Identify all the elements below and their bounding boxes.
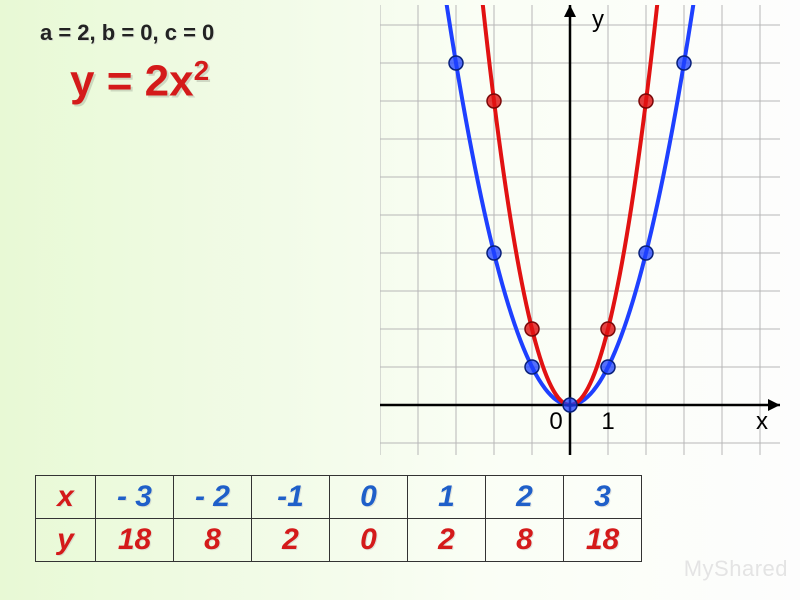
table-y-cell: 2 bbox=[408, 519, 486, 562]
table-x-cell: 0 bbox=[330, 476, 408, 519]
parameters-text: a = 2, b = 0, c = 0 bbox=[40, 20, 214, 46]
table-x-header: x bbox=[36, 476, 96, 519]
table-x-cell: -1 bbox=[252, 476, 330, 519]
table-y-cell: 18 bbox=[564, 519, 642, 562]
table-x-cell: - 2 bbox=[174, 476, 252, 519]
table-y-cell: 8 bbox=[486, 519, 564, 562]
table-y-header: y bbox=[36, 519, 96, 562]
table-x-cell: 2 bbox=[486, 476, 564, 519]
table-y-cell: 2 bbox=[252, 519, 330, 562]
equation-text: y = 2x2 bbox=[70, 55, 209, 107]
value-table: x- 3- 2-10123 y188202818 bbox=[35, 475, 642, 562]
watermark: MyShared bbox=[684, 556, 788, 582]
table-x-cell: 1 bbox=[408, 476, 486, 519]
table-x-cell: - 3 bbox=[96, 476, 174, 519]
table-y-cell: 18 bbox=[96, 519, 174, 562]
table-y-cell: 8 bbox=[174, 519, 252, 562]
table-x-cell: 3 bbox=[564, 476, 642, 519]
parabola-graph: 0 1 х у bbox=[380, 5, 780, 455]
svg-text:у: у bbox=[592, 6, 604, 33]
svg-text:1: 1 bbox=[601, 408, 614, 435]
svg-text:0: 0 bbox=[549, 408, 562, 435]
table-y-cell: 0 bbox=[330, 519, 408, 562]
svg-text:х: х bbox=[756, 408, 768, 435]
